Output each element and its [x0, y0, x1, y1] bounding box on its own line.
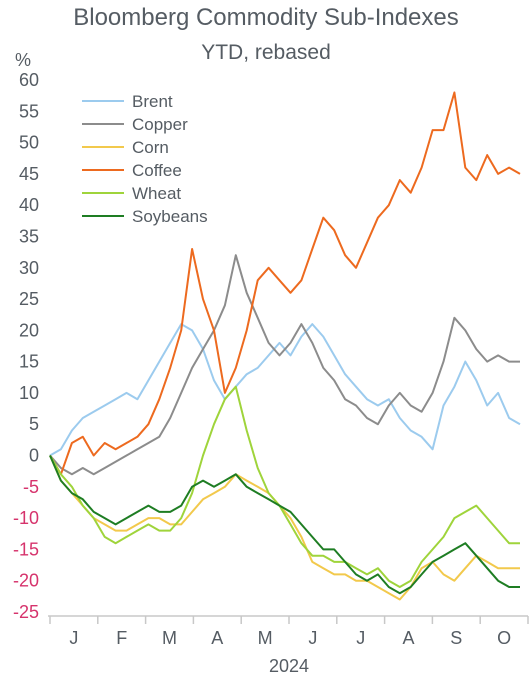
legend-label: Corn — [132, 138, 169, 157]
legend: Brent Copper Corn Coffee Wheat Soybeans — [82, 92, 208, 226]
y-tick-label: 5 — [29, 414, 39, 434]
legend-label: Brent — [132, 92, 173, 111]
y-axis-unit-label: % — [15, 50, 31, 70]
y-tick-label: 55 — [19, 101, 39, 121]
y-tick-label: 0 — [29, 446, 39, 466]
y-tick-label: -20 — [13, 571, 39, 591]
y-tick-label: 40 — [19, 195, 39, 215]
x-tick-label: O — [497, 628, 511, 648]
x-tick-label: J — [308, 628, 317, 648]
x-tick-label: M — [162, 628, 177, 648]
series-layer — [49, 91, 521, 601]
y-tick-label: 35 — [19, 226, 39, 246]
y-tick-label: 10 — [19, 383, 39, 403]
series-line-brent — [49, 323, 521, 457]
y-tick-label: 50 — [19, 133, 39, 153]
series-line-copper — [49, 254, 520, 476]
y-tick-label: 60 — [19, 70, 39, 90]
legend-label: Coffee — [132, 161, 182, 180]
y-tick-label: 30 — [19, 258, 39, 278]
legend-label: Soybeans — [132, 207, 208, 226]
y-tick-label: -5 — [23, 477, 39, 497]
legend-label: Copper — [132, 115, 188, 134]
x-tick-label: S — [450, 628, 462, 648]
x-tick-label: J — [69, 628, 78, 648]
x-tick-label: J — [356, 628, 365, 648]
y-tick-label: 20 — [19, 320, 39, 340]
chart-subtitle: YTD, rebased — [201, 41, 331, 64]
series-line-soybeans — [49, 455, 520, 595]
y-tick-label: -10 — [13, 508, 39, 528]
legend-label: Wheat — [132, 184, 181, 203]
x-tick-label: A — [211, 628, 223, 648]
x-tick-label: M — [258, 628, 273, 648]
series-line-wheat — [49, 385, 520, 588]
y-tick-label: 15 — [19, 352, 39, 372]
x-tick-label: A — [402, 628, 414, 648]
chart-title: Bloomberg Commodity Sub-Indexes — [73, 4, 459, 31]
x-axis-year-label: 2024 — [269, 656, 309, 676]
y-tick-label: -15 — [13, 539, 39, 559]
y-tick-label: -25 — [13, 602, 39, 622]
series-line-corn — [49, 455, 520, 601]
y-tick-label: 45 — [19, 164, 39, 184]
x-tick-label: F — [116, 628, 127, 648]
series-line-coffee — [49, 91, 521, 476]
axes: %605550454035302520151050-5-10-15-20-25J… — [13, 50, 529, 676]
y-tick-label: 25 — [19, 289, 39, 309]
